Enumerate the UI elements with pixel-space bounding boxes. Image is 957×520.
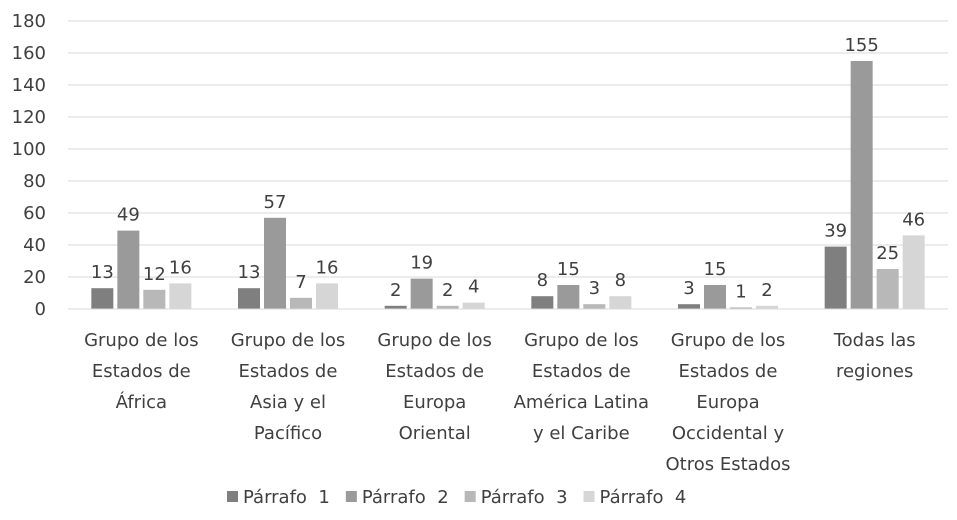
category-label: Grupo de los [377, 330, 492, 351]
y-axis-ticks: 0 20 40 60 80 100 120 140 160 180 [12, 11, 46, 320]
y-tick-label: 120 [12, 107, 46, 128]
data-label: 15 [557, 259, 580, 280]
bar [143, 289, 166, 309]
data-label: 8 [615, 270, 626, 291]
legend-label: Párrafo 3 [481, 487, 568, 508]
category-label: Pacífico [254, 423, 322, 444]
y-tick-label: 140 [12, 75, 46, 96]
y-tick-label: 0 [35, 299, 46, 320]
category-label: Estados de [385, 361, 484, 382]
bar [290, 297, 312, 309]
data-label: 1 [735, 281, 746, 302]
bar [531, 296, 554, 309]
bar [704, 285, 726, 309]
bar [824, 246, 847, 309]
category-label: América Latina [514, 392, 650, 413]
bar [410, 278, 433, 309]
y-tick-label: 20 [23, 267, 46, 288]
category-label: y el Caribe [533, 423, 630, 444]
category-label: Estados de [679, 361, 778, 382]
y-tick-label: 80 [23, 171, 46, 192]
bar [384, 305, 407, 309]
data-label: 19 [410, 253, 433, 274]
data-label: 25 [876, 243, 899, 264]
category-label: África [116, 391, 167, 413]
data-label: 13 [91, 262, 114, 283]
bar [557, 285, 580, 309]
bar [91, 288, 114, 309]
data-label: 155 [844, 35, 878, 56]
category-labels: Grupo de los Estados de África Grupo de los… [84, 330, 916, 475]
category-label: Occidental y [672, 423, 785, 444]
category-label: Grupo de los [524, 330, 639, 351]
category-label: Asia y el [250, 392, 326, 413]
data-label: 12 [143, 264, 166, 285]
data-label: 13 [238, 262, 261, 283]
data-label: 15 [704, 259, 727, 280]
data-label: 3 [589, 278, 600, 299]
bar [436, 305, 459, 309]
data-label: 49 [117, 205, 140, 226]
data-label: 2 [442, 280, 453, 301]
bar [583, 304, 606, 309]
legend-swatch [583, 491, 595, 502]
category-label: Europa [696, 392, 759, 413]
bar [678, 304, 700, 309]
category-label: Grupo de los [84, 330, 199, 351]
bar [264, 217, 286, 309]
y-tick-label: 160 [12, 43, 46, 64]
bar [117, 230, 140, 309]
y-tick-label: 60 [23, 203, 46, 224]
bar [850, 61, 873, 309]
y-tick-label: 40 [23, 235, 46, 256]
category-label: Otros Estados [666, 454, 791, 475]
bar [609, 296, 632, 309]
data-label: 2 [390, 280, 401, 301]
legend: Párrafo 1 Párrafo 2 Párrafo 3 Párrafo 4 [227, 487, 686, 508]
category-label: Estados de [239, 361, 338, 382]
data-label: 8 [537, 270, 548, 291]
legend-swatch [227, 491, 238, 502]
category-label: Estados de [532, 361, 631, 382]
legend-label: Párrafo 1 [243, 487, 330, 508]
data-label: 16 [169, 257, 192, 278]
data-label: 39 [824, 221, 847, 242]
category-label: regiones [836, 361, 913, 382]
data-label: 3 [683, 278, 694, 299]
bar [238, 288, 260, 309]
category-label: Grupo de los [671, 330, 786, 351]
data-label: 57 [264, 192, 287, 213]
bar [756, 305, 778, 309]
category-label: Oriental [399, 423, 471, 444]
category-label: Estados de [92, 361, 191, 382]
bar [730, 307, 752, 309]
gridlines [68, 20, 948, 278]
legend-swatch [345, 491, 357, 502]
bar [462, 302, 485, 309]
y-tick-label: 180 [12, 11, 46, 32]
data-label: 2 [761, 280, 772, 301]
data-label: 4 [468, 277, 479, 298]
data-label: 16 [316, 257, 339, 278]
bar [169, 283, 192, 309]
data-label: 7 [295, 272, 306, 293]
y-tick-label: 100 [12, 139, 46, 160]
category-label: Grupo de los [231, 330, 346, 351]
data-label: 46 [902, 209, 925, 230]
bar [902, 235, 925, 309]
bar [876, 269, 899, 309]
bars [91, 61, 925, 309]
legend-label: Párrafo 2 [362, 487, 449, 508]
category-label: Europa [403, 392, 466, 413]
legend-label: Párrafo 4 [600, 487, 687, 508]
bar [316, 283, 338, 309]
legend-swatch [464, 491, 476, 502]
category-label: Todas las [833, 330, 916, 351]
